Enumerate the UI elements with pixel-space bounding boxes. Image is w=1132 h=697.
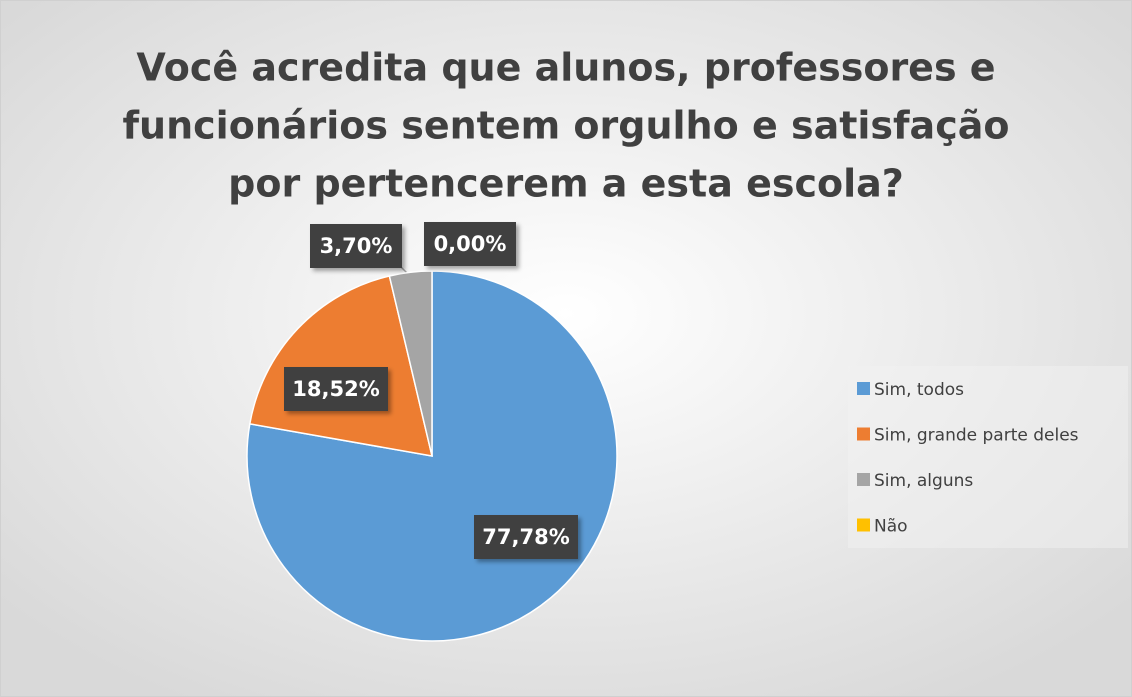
legend-swatch xyxy=(857,382,870,395)
chart-title: por pertencerem a esta escola? xyxy=(228,162,904,206)
data-label-box xyxy=(424,222,516,266)
legend-label: Não xyxy=(874,517,908,537)
data-label-box xyxy=(284,367,388,411)
chart-title: funcionários sentem orgulho e satisfação xyxy=(123,104,1010,148)
legend-label: Sim, todos xyxy=(874,380,964,400)
legend-swatch xyxy=(857,473,870,486)
legend-label: Sim, grande parte deles xyxy=(874,426,1079,446)
data-label: 3,70% xyxy=(320,234,393,258)
legend-swatch xyxy=(857,518,870,532)
legend-swatch xyxy=(857,427,870,441)
data-label: 77,78% xyxy=(482,525,569,549)
legend-label: Sim, alguns xyxy=(874,471,973,491)
chart-title: Você acredita que alunos, professores e xyxy=(136,46,995,90)
data-label: 18,52% xyxy=(292,377,379,401)
legend-box xyxy=(848,366,1128,548)
data-label: 0,00% xyxy=(434,232,507,256)
data-label-box xyxy=(474,515,578,559)
data-label-box xyxy=(310,224,402,268)
slice xyxy=(388,270,433,457)
